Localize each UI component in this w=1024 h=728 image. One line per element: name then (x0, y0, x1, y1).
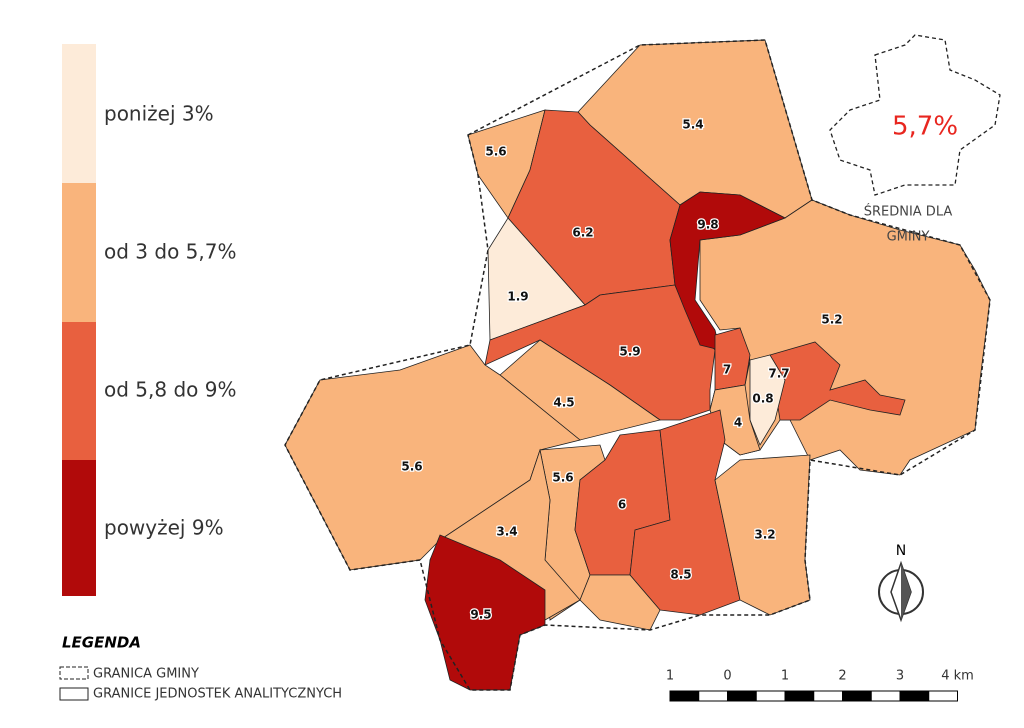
region (714, 454, 811, 616)
scale-segment (755, 690, 786, 702)
scale-segment (899, 690, 930, 702)
region-label: 5.6 (485, 145, 506, 159)
legend-swatch (62, 44, 96, 183)
scale-segment (870, 690, 901, 702)
legend-title: LEGENDA (62, 634, 141, 652)
inset-caption: ŚREDNIA DLA (864, 204, 953, 220)
scale-segment (784, 690, 815, 702)
inset-value: 5,7% (892, 112, 958, 142)
legend-item: GRANICE JEDNOSTEK ANALITYCZNYCH (93, 687, 342, 702)
region-label: 6 (618, 498, 626, 512)
region-label: 3.2 (754, 528, 775, 542)
scale-segment (698, 690, 728, 702)
region-label: 6.2 (572, 226, 593, 240)
inset: 5,7% ŚREDNIA DLA GMINY (829, 34, 1001, 245)
region-label: 5.6 (552, 471, 573, 485)
scale-bar: 1 0 1 2 3 4 km (666, 669, 974, 702)
legend-swatch (62, 322, 96, 460)
legend: LEGENDA GRANICA GMINY GRANICE JEDNOSTEK … (59, 634, 342, 702)
legend-label: powyżej 9% (104, 516, 224, 540)
region-label: 3.4 (496, 525, 517, 539)
region-label: 0.8 (752, 392, 773, 406)
scale-segment (928, 690, 958, 702)
north-label: N (896, 543, 906, 559)
region-label: 5.2 (821, 313, 842, 327)
scale-label: 4 km (941, 669, 974, 684)
scale-label: 1 (666, 669, 674, 684)
scale-label: 3 (896, 669, 904, 684)
scale-label: 2 (838, 669, 846, 684)
region-labels: 5.4 5.6 6.2 9.8 1.9 5.2 5.9 7 7.7 0.8 4 … (400, 116, 844, 623)
legend-label: od 3 do 5,7% (104, 240, 236, 264)
region-label: 8.5 (670, 568, 691, 582)
legend-colors: poniżej 3% od 3 do 5,7% od 5,8 do 9% pow… (62, 44, 236, 596)
region (769, 341, 906, 421)
scale-segment (813, 690, 843, 702)
scale-label: 0 (723, 669, 731, 684)
region (629, 409, 741, 616)
scale-label: 1 (781, 669, 789, 684)
legend-label: od 5,8 do 9% (104, 378, 236, 402)
legend-item: GRANICA GMINY (93, 667, 199, 682)
region-label: 5.6 (401, 460, 422, 474)
legend-label: poniżej 3% (104, 102, 214, 126)
legend-swatch (62, 183, 96, 322)
scale-segment (842, 690, 872, 702)
region-label: 5.4 (682, 118, 703, 132)
region-label: 4 (734, 416, 742, 430)
region-label: 5.9 (619, 345, 640, 359)
legend-swatch (62, 460, 96, 596)
region-label: 7.7 (768, 367, 789, 381)
region-label: 7 (723, 363, 731, 377)
region-label: 9.8 (697, 218, 718, 232)
region (714, 327, 751, 391)
region-label: 9.5 (470, 608, 491, 622)
scale-segment (727, 690, 757, 702)
scale-segment (669, 690, 700, 702)
boundary (284, 39, 991, 691)
region-label: 1.9 (507, 290, 528, 304)
inset-boundary (829, 34, 1001, 196)
region-label: 4.5 (553, 396, 574, 410)
inset-caption: GMINY (887, 230, 930, 245)
regions (284, 39, 991, 691)
north-arrow: N (878, 543, 924, 623)
region (669, 191, 786, 351)
